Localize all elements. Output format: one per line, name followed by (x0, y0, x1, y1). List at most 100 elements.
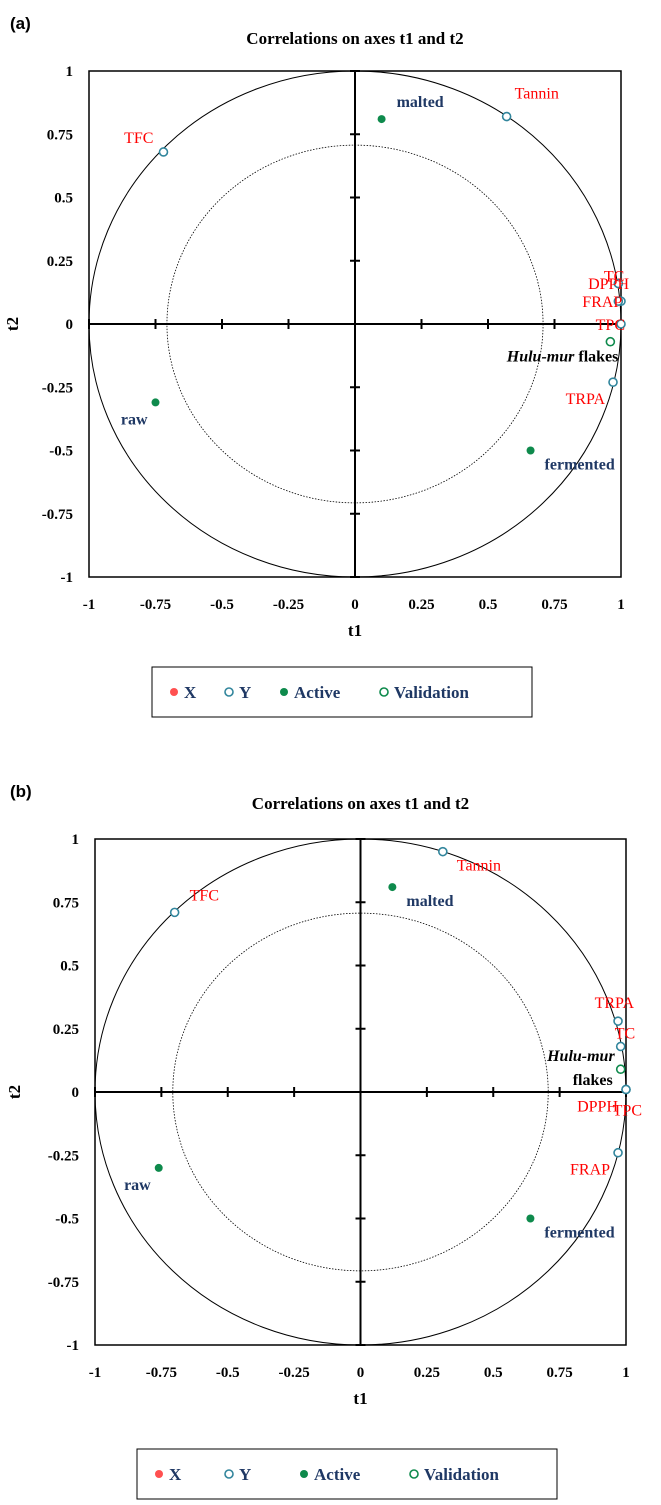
y-tick-label: 0.75 (53, 895, 79, 911)
variable-point (613, 296, 624, 307)
y-tick-label: 0.5 (60, 959, 79, 975)
point-label: fermented (544, 1225, 614, 1242)
y-axis-label: t2 (5, 1085, 24, 1099)
y-tick-label: -0.75 (48, 1275, 79, 1291)
legend-label: Active (314, 1465, 361, 1484)
point-label: Tannin (515, 86, 559, 103)
series-validation: Hulu-mur flakes (546, 1048, 626, 1089)
x-tick-label: 0.75 (547, 1365, 573, 1381)
x-tick-label: 0 (357, 1365, 365, 1381)
point-label: TFC (124, 130, 153, 147)
chart-panel-a: (a) Correlations on axes t1 and t2 -1 -0.75… (3, 14, 629, 718)
active-point (526, 446, 535, 455)
y-tick-label: -0.75 (42, 507, 73, 523)
x-tick-label: 1 (622, 1365, 630, 1381)
x-tick-label: 0.5 (479, 597, 498, 613)
y-tick-label: 0 (72, 1085, 80, 1101)
active-point (377, 115, 386, 124)
x-tick-label: -0.5 (216, 1365, 240, 1381)
variable-point (438, 846, 448, 857)
legend-marker (224, 687, 234, 697)
y-tick-label: 1 (72, 832, 80, 848)
y-tick-label: 0 (66, 317, 74, 333)
legend-marker (280, 688, 288, 696)
x-axis-label: t1 (348, 621, 362, 640)
point-label: DPPH (588, 276, 629, 293)
x-tick-label: -0.75 (146, 1365, 177, 1381)
legend-label: Active (294, 683, 341, 702)
y-tick-label: 0.25 (53, 1022, 79, 1038)
variable-point (608, 377, 618, 387)
legend-label: Validation (394, 683, 470, 702)
x-axis-label: t1 (353, 1389, 367, 1408)
variable-point (616, 319, 626, 329)
y-tick-label: -0.25 (42, 380, 73, 396)
variable-point (613, 1147, 623, 1158)
active-point (526, 1214, 535, 1223)
x-tick-label: -0.5 (210, 597, 234, 613)
point-label: Hulu-mur (546, 1048, 615, 1065)
variable-point (613, 278, 624, 289)
series-active: malted raw fermented (124, 883, 615, 1242)
y-tick-label: -1 (67, 1338, 80, 1354)
x-tick-label: -1 (83, 597, 96, 613)
legend-marker (224, 1469, 234, 1479)
legend-marker (409, 1469, 419, 1479)
validation-point (605, 336, 616, 347)
x-tick-label: -0.75 (140, 597, 171, 613)
point-label: malted (397, 94, 444, 111)
chart-title: Correlations on axes t1 and t2 (246, 29, 463, 48)
x-tick-label: 0.25 (414, 1365, 440, 1381)
series-validation: Hulu-mur flakes (506, 336, 619, 366)
x-tick-label: -0.25 (279, 1365, 310, 1381)
point-label: raw (124, 1177, 151, 1194)
y-tick-label: 0.25 (47, 254, 73, 270)
x-tick-label: 0.75 (541, 597, 567, 613)
point-label: flakes (573, 1072, 613, 1089)
point-label: TC (615, 1025, 635, 1042)
series-active: malted raw fermented (121, 94, 615, 473)
legend-marker (155, 1470, 163, 1478)
variable-point (169, 907, 180, 918)
x-tick-label: 0 (351, 597, 359, 613)
y-tick-label: -1 (61, 570, 74, 586)
legend: X Y Active Validation (136, 1448, 558, 1500)
legend-box (151, 666, 533, 718)
legend-label: Y (239, 683, 251, 702)
variable-point (621, 1084, 631, 1095)
point-label: malted (406, 893, 453, 910)
y-tick-label: -0.5 (49, 444, 73, 460)
point-label: TC (604, 269, 624, 286)
validation-point (615, 1064, 626, 1075)
variable-point (613, 1016, 623, 1026)
point-label: FRAP (582, 294, 622, 311)
legend-label: Y (239, 1465, 251, 1484)
point-label: DPPH (577, 1098, 618, 1115)
chart-panel-b: (b) Correlations on axes t1 and t2 -1 -0.75… (5, 782, 642, 1500)
legend-label: Validation (424, 1465, 500, 1484)
point-label: fermented (545, 457, 615, 474)
point-label: TPC (596, 317, 625, 334)
legend-marker (170, 688, 178, 696)
y-tick-label: 0.75 (47, 127, 73, 143)
point-label: TRPA (566, 391, 606, 408)
chart-title: Correlations on axes t1 and t2 (252, 794, 469, 813)
x-tick-label: 0.5 (484, 1365, 503, 1381)
legend-box (136, 1448, 558, 1500)
x-tick-label: 0.25 (408, 597, 434, 613)
active-point (388, 883, 397, 892)
y-axis-label: t2 (3, 317, 22, 331)
legend: X Y Active Validation (151, 666, 533, 718)
x-tick-label: 1 (617, 597, 625, 613)
y-tick-label: -0.5 (55, 1212, 79, 1228)
point-label: Hulu-mur flakes (506, 349, 619, 366)
point-label: TRPA (595, 995, 635, 1012)
panel-label: (b) (10, 782, 32, 801)
x-tick-label: -0.25 (273, 597, 304, 613)
variable-point (158, 147, 169, 157)
variable-point (501, 111, 512, 122)
point-label: Tannin (457, 858, 501, 875)
